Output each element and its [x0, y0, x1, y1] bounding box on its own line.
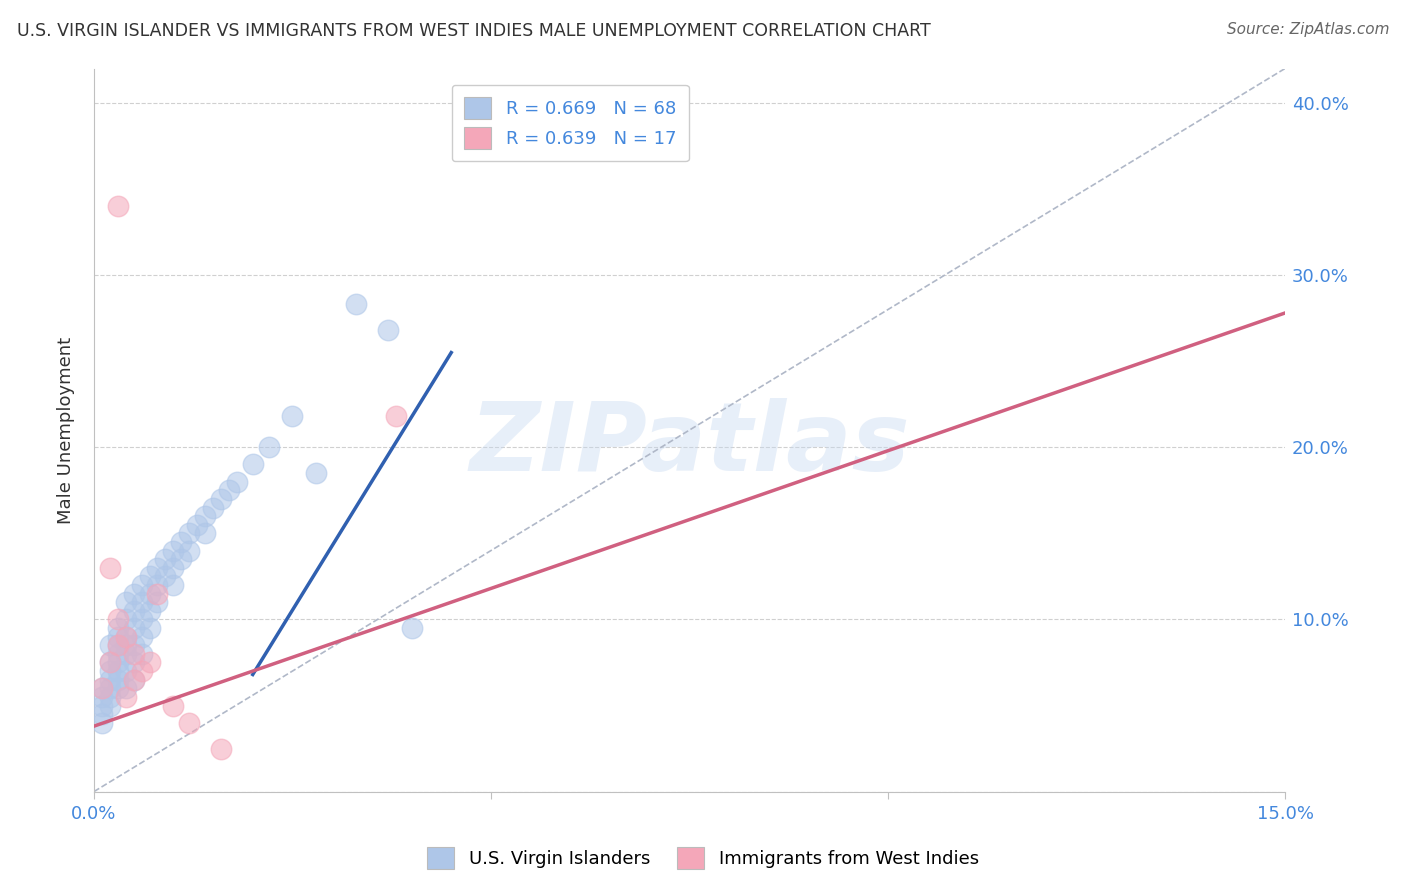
Text: Source: ZipAtlas.com: Source: ZipAtlas.com — [1226, 22, 1389, 37]
Point — [122, 647, 145, 661]
Point — [114, 647, 136, 661]
Point — [98, 690, 121, 704]
Point — [122, 604, 145, 618]
Point — [98, 698, 121, 713]
Point — [131, 647, 153, 661]
Point — [146, 595, 169, 609]
Point — [98, 638, 121, 652]
Legend: U.S. Virgin Islanders, Immigrants from West Indies: U.S. Virgin Islanders, Immigrants from W… — [418, 838, 988, 879]
Point — [114, 630, 136, 644]
Point — [131, 578, 153, 592]
Point — [377, 323, 399, 337]
Point — [146, 561, 169, 575]
Point — [225, 475, 247, 489]
Point — [122, 673, 145, 687]
Point — [146, 578, 169, 592]
Point — [114, 681, 136, 696]
Point — [186, 517, 208, 532]
Point — [155, 569, 177, 583]
Point — [179, 543, 201, 558]
Point — [344, 297, 367, 311]
Point — [114, 664, 136, 678]
Point — [146, 586, 169, 600]
Point — [162, 698, 184, 713]
Y-axis label: Male Unemployment: Male Unemployment — [58, 336, 75, 524]
Point — [131, 630, 153, 644]
Legend: R = 0.669   N = 68, R = 0.639   N = 17: R = 0.669 N = 68, R = 0.639 N = 17 — [451, 85, 689, 161]
Point — [107, 647, 129, 661]
Point — [90, 681, 112, 696]
Point — [138, 604, 160, 618]
Point — [155, 552, 177, 566]
Point — [90, 681, 112, 696]
Point — [107, 630, 129, 644]
Point — [194, 509, 217, 524]
Point — [107, 638, 129, 652]
Point — [138, 656, 160, 670]
Point — [170, 535, 193, 549]
Point — [107, 673, 129, 687]
Point — [218, 483, 240, 498]
Point — [98, 681, 121, 696]
Point — [179, 526, 201, 541]
Point — [107, 681, 129, 696]
Point — [305, 466, 328, 480]
Point — [98, 656, 121, 670]
Point — [98, 664, 121, 678]
Point — [138, 586, 160, 600]
Point — [114, 612, 136, 626]
Point — [401, 621, 423, 635]
Point — [90, 690, 112, 704]
Point — [114, 595, 136, 609]
Point — [194, 526, 217, 541]
Point — [122, 638, 145, 652]
Text: U.S. VIRGIN ISLANDER VS IMMIGRANTS FROM WEST INDIES MALE UNEMPLOYMENT CORRELATIO: U.S. VIRGIN ISLANDER VS IMMIGRANTS FROM … — [17, 22, 931, 40]
Point — [107, 621, 129, 635]
Point — [179, 715, 201, 730]
Point — [122, 586, 145, 600]
Point — [107, 612, 129, 626]
Point — [202, 500, 225, 515]
Point — [122, 656, 145, 670]
Point — [257, 440, 280, 454]
Point — [138, 569, 160, 583]
Point — [107, 199, 129, 213]
Point — [107, 656, 129, 670]
Point — [114, 630, 136, 644]
Point — [122, 673, 145, 687]
Point — [90, 707, 112, 722]
Point — [98, 656, 121, 670]
Point — [114, 690, 136, 704]
Point — [138, 621, 160, 635]
Point — [209, 741, 232, 756]
Point — [384, 409, 406, 424]
Point — [131, 612, 153, 626]
Point — [90, 698, 112, 713]
Point — [131, 595, 153, 609]
Point — [170, 552, 193, 566]
Point — [98, 673, 121, 687]
Point — [107, 638, 129, 652]
Point — [162, 543, 184, 558]
Text: ZIPatlas: ZIPatlas — [470, 398, 910, 491]
Point — [114, 638, 136, 652]
Point — [131, 664, 153, 678]
Point — [209, 491, 232, 506]
Point — [98, 561, 121, 575]
Point — [162, 561, 184, 575]
Point — [281, 409, 304, 424]
Point — [90, 715, 112, 730]
Point — [107, 664, 129, 678]
Point — [242, 458, 264, 472]
Point — [122, 621, 145, 635]
Point — [162, 578, 184, 592]
